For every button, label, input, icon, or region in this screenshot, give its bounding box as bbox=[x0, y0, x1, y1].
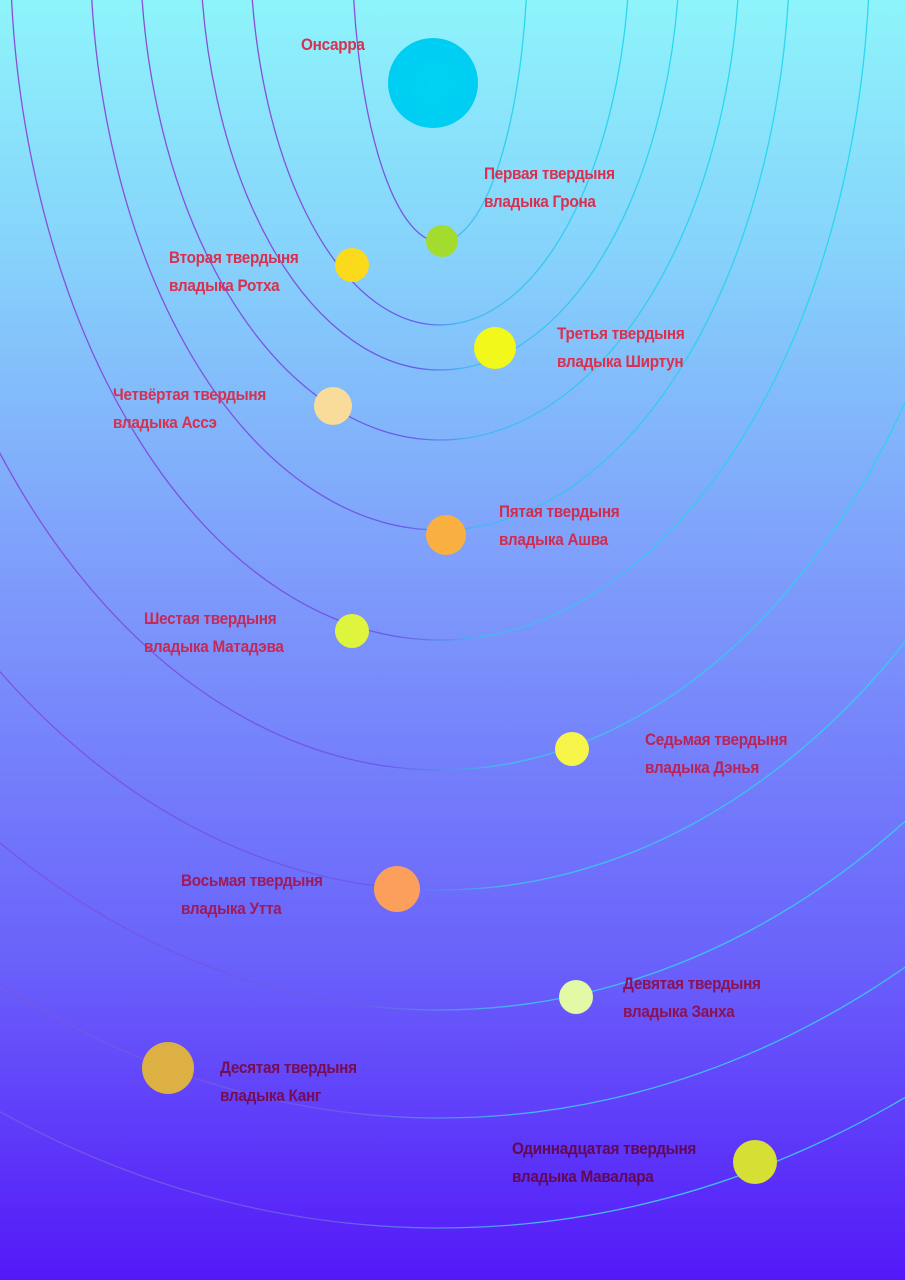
orbit-7 bbox=[0, 400, 905, 771]
orbit-6 bbox=[11, 0, 869, 641]
orbit-4 bbox=[141, 0, 739, 441]
planet-label-line1: Седьмая твердыня bbox=[645, 730, 788, 749]
planet-label-11: Одиннадцатая твердыня владыка Мавалара bbox=[512, 1135, 696, 1191]
orbit-9 bbox=[0, 820, 905, 1011]
planet-1 bbox=[426, 225, 458, 257]
planet-label-line2: владыка Матадэва bbox=[144, 637, 284, 656]
planet-label-line2: владыка Утта bbox=[181, 899, 282, 918]
planet-label-2: Вторая твердыня владыка Ротха bbox=[169, 244, 299, 300]
planet-10 bbox=[142, 1042, 194, 1094]
planet-label-7: Седьмая твердыня владыка Дэнья bbox=[645, 726, 788, 782]
planet-label-line2: владыка Ашва bbox=[499, 530, 608, 549]
planet-label-line2: владыка Ротха bbox=[169, 276, 280, 295]
planet-8 bbox=[374, 866, 420, 912]
planet-label-4: Четвёртая твердыня владыка Ассэ bbox=[113, 381, 266, 437]
orbit-11 bbox=[0, 1096, 905, 1229]
planet-label-1: Первая твердыня владыка Грона bbox=[484, 160, 615, 216]
planet-label-10: Десятая твердыня владыка Канг bbox=[220, 1054, 357, 1110]
planet-label-5: Пятая твердыня владыка Ашва bbox=[499, 498, 620, 554]
planet-label-6: Шестая твердыня владыка Матадэва bbox=[144, 605, 284, 661]
planet-label-line2: владыка Занха bbox=[623, 1002, 735, 1021]
planet-label-line2: владыка Мавалара bbox=[512, 1167, 654, 1186]
star-label: Онсарра bbox=[301, 35, 365, 54]
planet-7 bbox=[555, 732, 589, 766]
planet-label-3: Третья твердыня владыка Ширтун bbox=[557, 320, 685, 376]
orbit-3 bbox=[201, 0, 679, 371]
planet-2 bbox=[335, 248, 369, 282]
planet-label-line2: владыка Дэнья bbox=[645, 758, 760, 777]
planet-label-line2: владыка Грона bbox=[484, 192, 596, 211]
planet-5 bbox=[426, 515, 466, 555]
planet-label-line1: Шестая твердыня bbox=[144, 609, 277, 628]
planet-label-line2: владыка Канг bbox=[220, 1086, 322, 1105]
planet-label-line1: Третья твердыня bbox=[557, 324, 685, 343]
planet-label-line2: владыка Ассэ bbox=[113, 413, 217, 432]
planet-label-line1: Пятая твердыня bbox=[499, 502, 620, 521]
planet-label-line2: владыка Ширтун bbox=[557, 352, 684, 371]
planet-3 bbox=[474, 327, 516, 369]
orbit-2 bbox=[251, 0, 629, 326]
planet-label-line1: Четвёртая твердыня bbox=[113, 385, 267, 404]
planet-9 bbox=[559, 980, 593, 1014]
planet-6 bbox=[335, 614, 369, 648]
star-onsarra bbox=[388, 38, 478, 128]
planet-label-9: Девятая твердыня владыка Занха bbox=[623, 970, 761, 1026]
planet-label-line1: Первая твердыня bbox=[484, 164, 615, 183]
orbit-8 bbox=[0, 640, 905, 891]
planet-label-line1: Одиннадцатая твердыня bbox=[512, 1139, 697, 1158]
planet-label-line1: Девятая твердыня bbox=[623, 974, 761, 993]
planet-label-line1: Восьмая твердыня bbox=[181, 871, 323, 890]
planet-label-line1: Десятая твердыня bbox=[220, 1058, 357, 1077]
planet-4 bbox=[314, 387, 352, 425]
planet-label-8: Восьмая твердыня владыка Утта bbox=[181, 867, 323, 923]
planet-label-line1: Вторая твердыня bbox=[169, 248, 299, 267]
planet-11 bbox=[733, 1140, 777, 1184]
orbit-10 bbox=[0, 966, 905, 1119]
